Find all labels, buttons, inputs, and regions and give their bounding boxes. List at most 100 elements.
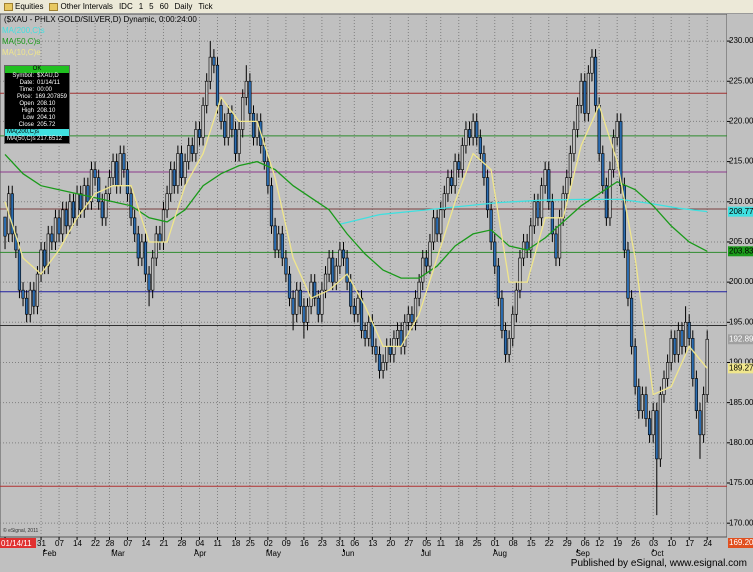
x-tick-label: 11: [437, 539, 446, 548]
candle-body: [64, 209, 68, 227]
candle-body: [97, 177, 101, 203]
data-window-cell: 169.207859: [35, 94, 67, 100]
candle-body: [197, 129, 202, 138]
candle-body: [518, 257, 522, 291]
candle-body: [698, 410, 702, 436]
candle-body: [187, 145, 191, 162]
candle-body: [395, 330, 400, 339]
legend-entry: MA(10,C)e: [2, 48, 41, 57]
candle-body: [431, 217, 436, 243]
toolbar-icon: [4, 2, 13, 11]
candle-body: [482, 153, 486, 178]
candle-body: [201, 105, 205, 138]
toolbar-button[interactable]: Daily: [175, 2, 193, 11]
candle-body: [226, 113, 230, 138]
toolbar-button[interactable]: 60: [160, 2, 169, 11]
candle-body: [496, 265, 500, 299]
candle-body: [590, 56, 594, 74]
x-tick-label: 28: [105, 539, 114, 548]
candle-body: [295, 289, 299, 315]
x-tick-label: 08: [509, 539, 518, 548]
month-label: Apr: [194, 549, 207, 558]
candle-body: [478, 137, 482, 154]
candle-body: [349, 281, 353, 307]
toolbar-button[interactable]: Tick: [198, 2, 212, 11]
legend-entry: MA(50,C)s: [2, 37, 40, 46]
toolbar-button[interactable]: 1: [139, 2, 143, 11]
toolbar-label: Equities: [15, 2, 44, 11]
month-label: Mar: [111, 549, 125, 558]
toolbar-label: Daily: [174, 2, 193, 11]
candle-body: [413, 297, 418, 323]
data-window-cell: 01/14/11: [37, 80, 60, 86]
candle-body: [604, 185, 608, 219]
candle-body: [579, 80, 583, 106]
candle-body: [536, 201, 540, 219]
candle-body: [417, 281, 421, 299]
y-tick-label: 205.00: [729, 237, 753, 246]
data-window-row: Price: 169.207859: [5, 94, 69, 101]
candle-body: [104, 193, 108, 219]
x-tick-label: 16: [300, 539, 309, 548]
x-tick-label: 29: [563, 539, 572, 548]
candle-body: [280, 233, 284, 259]
x-tick-label: 02: [264, 539, 273, 548]
toolbar-button[interactable]: IDC: [119, 2, 133, 11]
candle-body: [532, 201, 536, 227]
candle-body: [359, 297, 364, 331]
candle-body: [165, 193, 169, 211]
price-box: [728, 246, 753, 257]
y-tick-label: 225.00: [729, 76, 753, 85]
candle-body: [615, 121, 619, 138]
candle-body: [161, 209, 166, 243]
data-window-row: Open 208.10: [5, 101, 69, 108]
candle-body: [554, 233, 558, 259]
candle-body: [68, 201, 72, 227]
price-box-label: 189.27103: [729, 363, 753, 372]
candle-body: [75, 193, 79, 219]
candle-body: [251, 113, 256, 138]
candle-body: [205, 80, 209, 106]
data-window-cell: 204.10: [37, 115, 56, 121]
candle-body: [237, 129, 241, 154]
candle-body: [133, 217, 137, 235]
toolbar-button[interactable]: 5: [149, 2, 153, 11]
toolbar-button[interactable]: Equities: [4, 2, 43, 11]
candle-body: [680, 330, 684, 347]
candle-body: [147, 273, 151, 291]
candle-body: [568, 153, 572, 178]
data-window-row: MA(50,C)s 217.6512: [5, 136, 69, 143]
x-tick-label: 10: [667, 539, 676, 548]
candle-body: [190, 145, 194, 154]
toolbar-button[interactable]: Other Intervals: [49, 2, 113, 11]
candle-body: [403, 322, 407, 347]
y-tick-label: 185.00: [729, 398, 753, 407]
x-tick-label: 15: [527, 539, 536, 548]
candle-body: [61, 209, 65, 235]
candle-body: [619, 121, 623, 187]
month-label: Feb: [43, 549, 57, 558]
y-tick-label: 200.00: [729, 277, 753, 286]
moving-average: [4, 153, 708, 279]
x-tick-label: 01/14/11: [1, 539, 32, 548]
candle-body: [208, 56, 212, 82]
legend-entry: MA(200,C)s: [2, 26, 45, 35]
month-label: Aug: [493, 549, 507, 558]
candle-body: [575, 105, 580, 130]
candle-body: [3, 216, 7, 237]
candle-body: [241, 97, 245, 130]
y-tick-label: 215.00: [729, 157, 753, 166]
x-tick-label: 31: [336, 539, 345, 548]
y-tick-label: 195.00: [729, 317, 753, 326]
data-window-cell: High: [21, 108, 34, 114]
candle-body: [46, 233, 50, 267]
data-window-cell: MA(50,C)s: [7, 136, 36, 142]
x-tick-label: 06: [581, 539, 590, 548]
watermark: © eSignal, 2011: [3, 528, 39, 534]
candle-body: [460, 145, 464, 170]
candle-body: [421, 257, 425, 283]
data-window-row: Date: 01/14/11: [5, 80, 69, 87]
x-tick-label: 11: [213, 539, 222, 548]
